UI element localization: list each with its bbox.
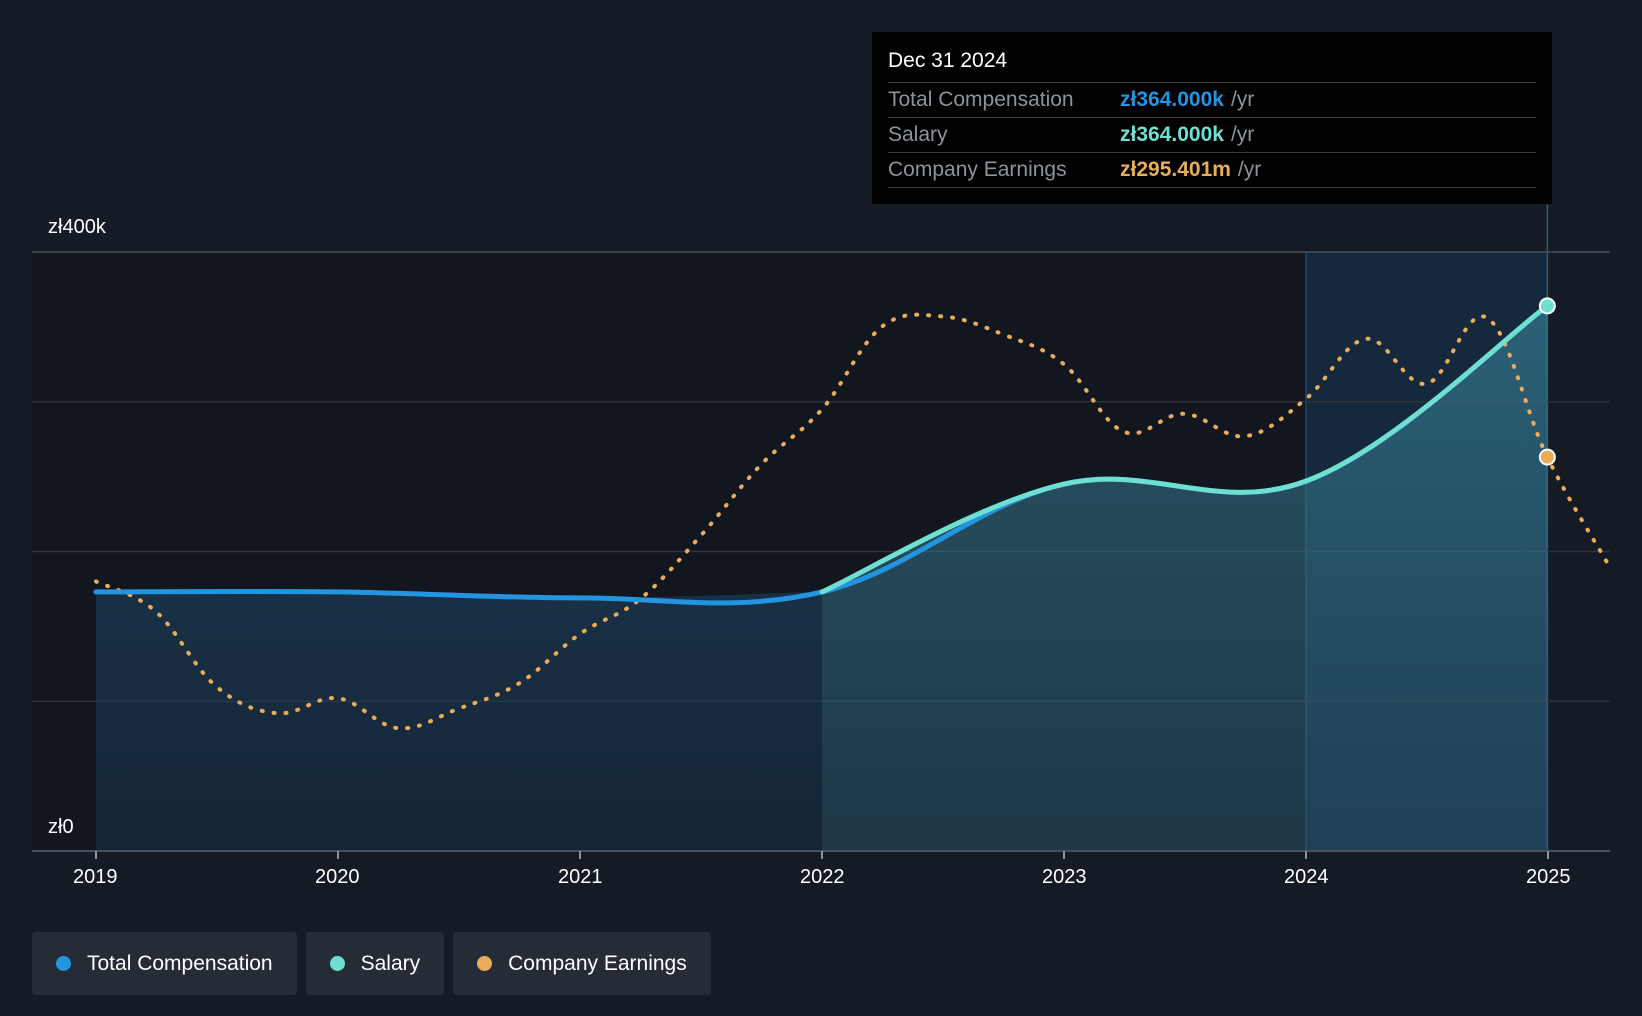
line-salary — [819, 303, 1550, 595]
legend-item-total-compensation[interactable]: Total Compensation — [32, 932, 297, 995]
tooltip-row-salary: Salary zł364.000k /yr — [888, 117, 1536, 152]
x-tick-label-2022: 2022 — [800, 866, 845, 888]
chart-tooltip: Dec 31 2024 Total Compensation zł364.000… — [872, 32, 1552, 204]
tooltip-label: Salary — [888, 123, 948, 146]
tooltip-unit: /yr — [1237, 158, 1262, 181]
tooltip-date: Dec 31 2024 — [888, 49, 1008, 72]
area-salary — [822, 305, 1548, 851]
legend-item-company-earnings[interactable]: Company Earnings — [453, 932, 711, 995]
tooltip-row-company-earnings: Company Earnings zł295.401m /yr — [888, 152, 1536, 188]
legend-label: Company Earnings — [508, 951, 687, 975]
x-tick-label-2020: 2020 — [315, 866, 360, 888]
x-tick-label-2025: 2025 — [1526, 866, 1571, 888]
legend-label: Salary — [360, 951, 421, 975]
line-company-earnings — [94, 312, 1610, 731]
tooltip-value: zł364.000k — [1120, 123, 1224, 146]
tooltip-unit: /yr — [1230, 123, 1255, 146]
x-tick-label-2021: 2021 — [558, 866, 603, 888]
x-tick-label-2024: 2024 — [1284, 866, 1329, 888]
marker-salary — [1538, 297, 1556, 315]
tooltip-label: Company Earnings — [888, 158, 1067, 181]
tooltip-unit: /yr — [1230, 88, 1255, 111]
x-tick-label-2019: 2019 — [73, 866, 118, 888]
area-total-compensation-early — [96, 591, 822, 851]
y-tick-label-bottom: zł0 — [48, 816, 74, 838]
tooltip-value: zł295.401m — [1120, 158, 1231, 181]
legend-dot-icon — [56, 956, 71, 971]
chart-legend: Total Compensation Salary Company Earnin… — [32, 932, 711, 995]
y-tick-label-top: zł400k — [48, 216, 106, 238]
legend-dot-icon — [477, 956, 493, 971]
tooltip-value: zł364.000k — [1120, 88, 1224, 111]
marker-company-earnings — [1538, 448, 1556, 466]
x-tick-label-2023: 2023 — [1042, 866, 1087, 888]
legend-label: Total Compensation — [87, 951, 273, 975]
legend-item-salary[interactable]: Salary — [305, 932, 445, 995]
tooltip-label: Total Compensation — [888, 88, 1074, 111]
tooltip-row-total-compensation: Total Compensation zł364.000k /yr — [888, 82, 1536, 117]
legend-dot-icon — [329, 956, 345, 971]
